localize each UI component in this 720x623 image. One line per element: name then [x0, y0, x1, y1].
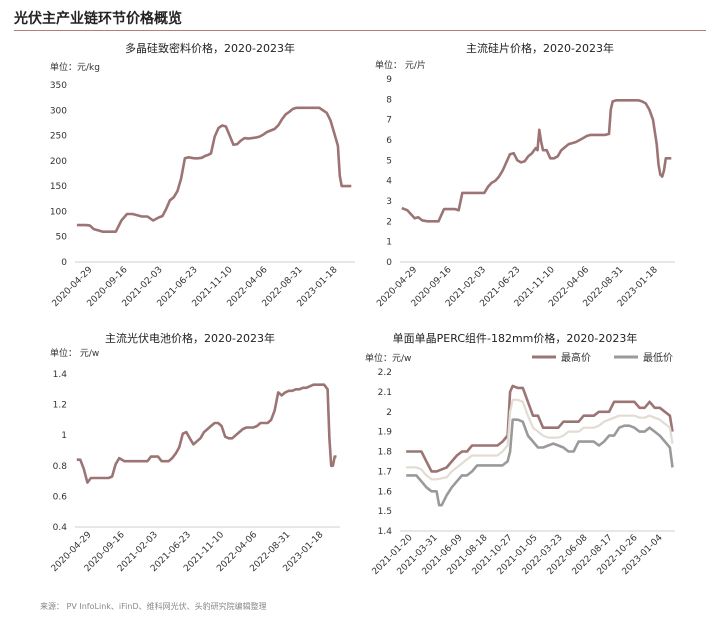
page-title: 光伏主产业链环节价格概览	[14, 11, 182, 27]
chart-title: 主流光伏电池价格，2020-2023年	[105, 331, 275, 345]
chart-title: 主流硅片价格，2020-2023年	[466, 41, 614, 55]
y-tick-label: 0.8	[53, 462, 68, 472]
y-tick-label: 200	[50, 157, 67, 167]
y-tick-label: 0.6	[53, 492, 68, 502]
series-line-primary	[406, 384, 674, 473]
y-tick-label: 0.4	[53, 523, 68, 533]
y-tick-label: 2.1	[378, 388, 392, 398]
y-tick-label: 1	[386, 238, 392, 248]
y-tick-label: 2.2	[378, 368, 392, 378]
y-tick-label: 1.4	[53, 370, 68, 380]
source-note: 来源： PV InfoLink、iFinD、维科网光伏、头豹研究院编辑整理	[40, 602, 267, 611]
y-tick-label: 5	[386, 156, 392, 166]
y-tick-label: 1.2	[53, 401, 67, 411]
y-tick-label: 100	[50, 207, 67, 217]
y-tick-label: 50	[56, 233, 68, 243]
y-tick-label: 1.8	[378, 448, 393, 458]
y-tick-label: 2	[386, 217, 392, 227]
y-tick-label: 4	[386, 177, 392, 187]
y-unit-label: 单位：元/kg	[50, 61, 100, 73]
y-tick-label: 1.6	[378, 487, 393, 497]
y-tick-label: 1.5	[378, 507, 392, 517]
charts-canvas: 多晶硅致密料价格，2020-2023年单位：元/kg05010015020025…	[50, 41, 675, 577]
y-tick-label: 8	[386, 95, 392, 105]
y-unit-label: 单位：元/w	[365, 352, 411, 364]
legend-label: 最高价	[561, 351, 591, 364]
y-tick-label: 350	[50, 81, 67, 91]
y-tick-label: 300	[50, 106, 67, 116]
y-tick-label: 1	[61, 431, 67, 441]
series-line-primary	[76, 106, 352, 233]
y-tick-label: 250	[50, 132, 67, 142]
title-divider	[14, 30, 706, 31]
series-line-primary	[401, 99, 672, 223]
y-tick-label: 1.9	[378, 428, 393, 438]
series-line-primary	[76, 383, 337, 484]
legend-label: 最低价	[643, 351, 673, 364]
y-tick-label: 0	[61, 258, 67, 268]
chart-title: 多晶硅致密料价格，2020-2023年	[125, 41, 295, 55]
y-tick-label: 150	[50, 182, 67, 192]
series-line-secondary	[406, 418, 674, 507]
chart-title: 单面单晶PERC组件-182mm价格，2020-2023年	[393, 331, 638, 345]
y-tick-label: 2	[386, 408, 392, 418]
series-line-tertiary	[406, 398, 674, 481]
y-tick-label: 3	[386, 197, 392, 207]
y-tick-label: 6	[386, 136, 392, 146]
y-tick-label: 0	[386, 258, 392, 268]
y-tick-label: 1.4	[378, 527, 393, 537]
y-unit-label: 单位： 元/w	[50, 347, 99, 359]
y-tick-label: 1.7	[378, 467, 392, 477]
y-tick-label: 9	[386, 75, 392, 85]
y-tick-label: 7	[386, 116, 392, 126]
y-unit-label: 单位： 元/片	[375, 59, 426, 71]
